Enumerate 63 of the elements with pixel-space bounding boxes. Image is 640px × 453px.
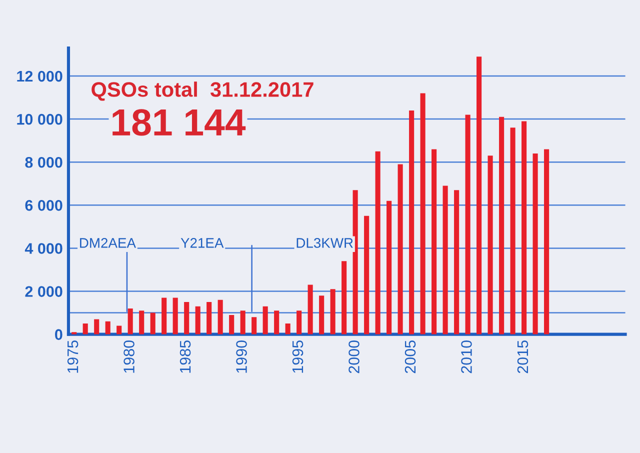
bar <box>139 310 144 334</box>
bar <box>352 190 358 334</box>
bar <box>150 312 156 334</box>
bar <box>82 324 88 334</box>
x-tick-label: 1980 <box>124 340 134 373</box>
y-tick-label: 0 <box>55 329 62 340</box>
bar <box>195 306 200 334</box>
y-tick-label: 12 000 <box>17 70 62 82</box>
bar <box>172 298 178 334</box>
annotation: DM2AEA <box>80 238 136 248</box>
bar <box>229 314 234 334</box>
text: 181 144 <box>112 109 246 136</box>
x-tick-label: 1990 <box>236 340 247 373</box>
text: QSOs total 31.12.2017 <box>92 82 314 101</box>
bar <box>319 296 324 334</box>
bar <box>330 289 336 334</box>
bar <box>240 310 246 334</box>
x-tick-label: 1975 <box>67 340 78 373</box>
bar <box>454 190 460 334</box>
bar <box>375 151 380 334</box>
bar <box>476 56 482 334</box>
y-tick-label: 4 000 <box>24 243 62 254</box>
bar <box>465 114 470 334</box>
bar <box>342 261 347 334</box>
bar <box>409 110 414 334</box>
bar <box>128 308 133 334</box>
bar <box>162 298 167 334</box>
bar <box>184 302 190 334</box>
bar <box>308 284 313 334</box>
bar <box>116 326 122 334</box>
bar <box>218 300 223 334</box>
bar <box>544 149 550 334</box>
x-tick-label: 1995 <box>292 340 304 373</box>
y-tick-label: 10 000 <box>17 114 62 125</box>
y-tick-label: 6 000 <box>25 200 62 211</box>
bar <box>274 310 280 334</box>
bar <box>488 156 493 334</box>
bar <box>442 186 448 334</box>
bar <box>296 310 302 334</box>
x-tick-label: 1985 <box>180 340 191 373</box>
bar <box>285 324 290 334</box>
annotation: DL3KWR <box>296 238 353 248</box>
x-tick-label: 2010 <box>461 340 472 374</box>
annotation: Y21EA <box>180 238 224 248</box>
x-tick-label: 2005 <box>404 340 416 374</box>
bar <box>398 164 403 334</box>
x-tick-label: 2000 <box>348 340 360 374</box>
bar <box>532 153 538 334</box>
bar <box>206 302 212 334</box>
bar <box>510 128 516 334</box>
bar <box>105 321 110 334</box>
x-tick-label: 2015 <box>517 340 528 374</box>
bar <box>364 216 370 334</box>
bar <box>262 306 268 334</box>
y-tick-label: 8 000 <box>25 156 62 168</box>
bar <box>432 149 437 334</box>
bar <box>252 317 257 334</box>
bar <box>420 93 426 334</box>
bar <box>94 319 100 334</box>
bar <box>522 121 527 334</box>
y-tick-label: 2 000 <box>25 286 62 297</box>
bar <box>499 116 504 334</box>
bar <box>386 200 392 334</box>
